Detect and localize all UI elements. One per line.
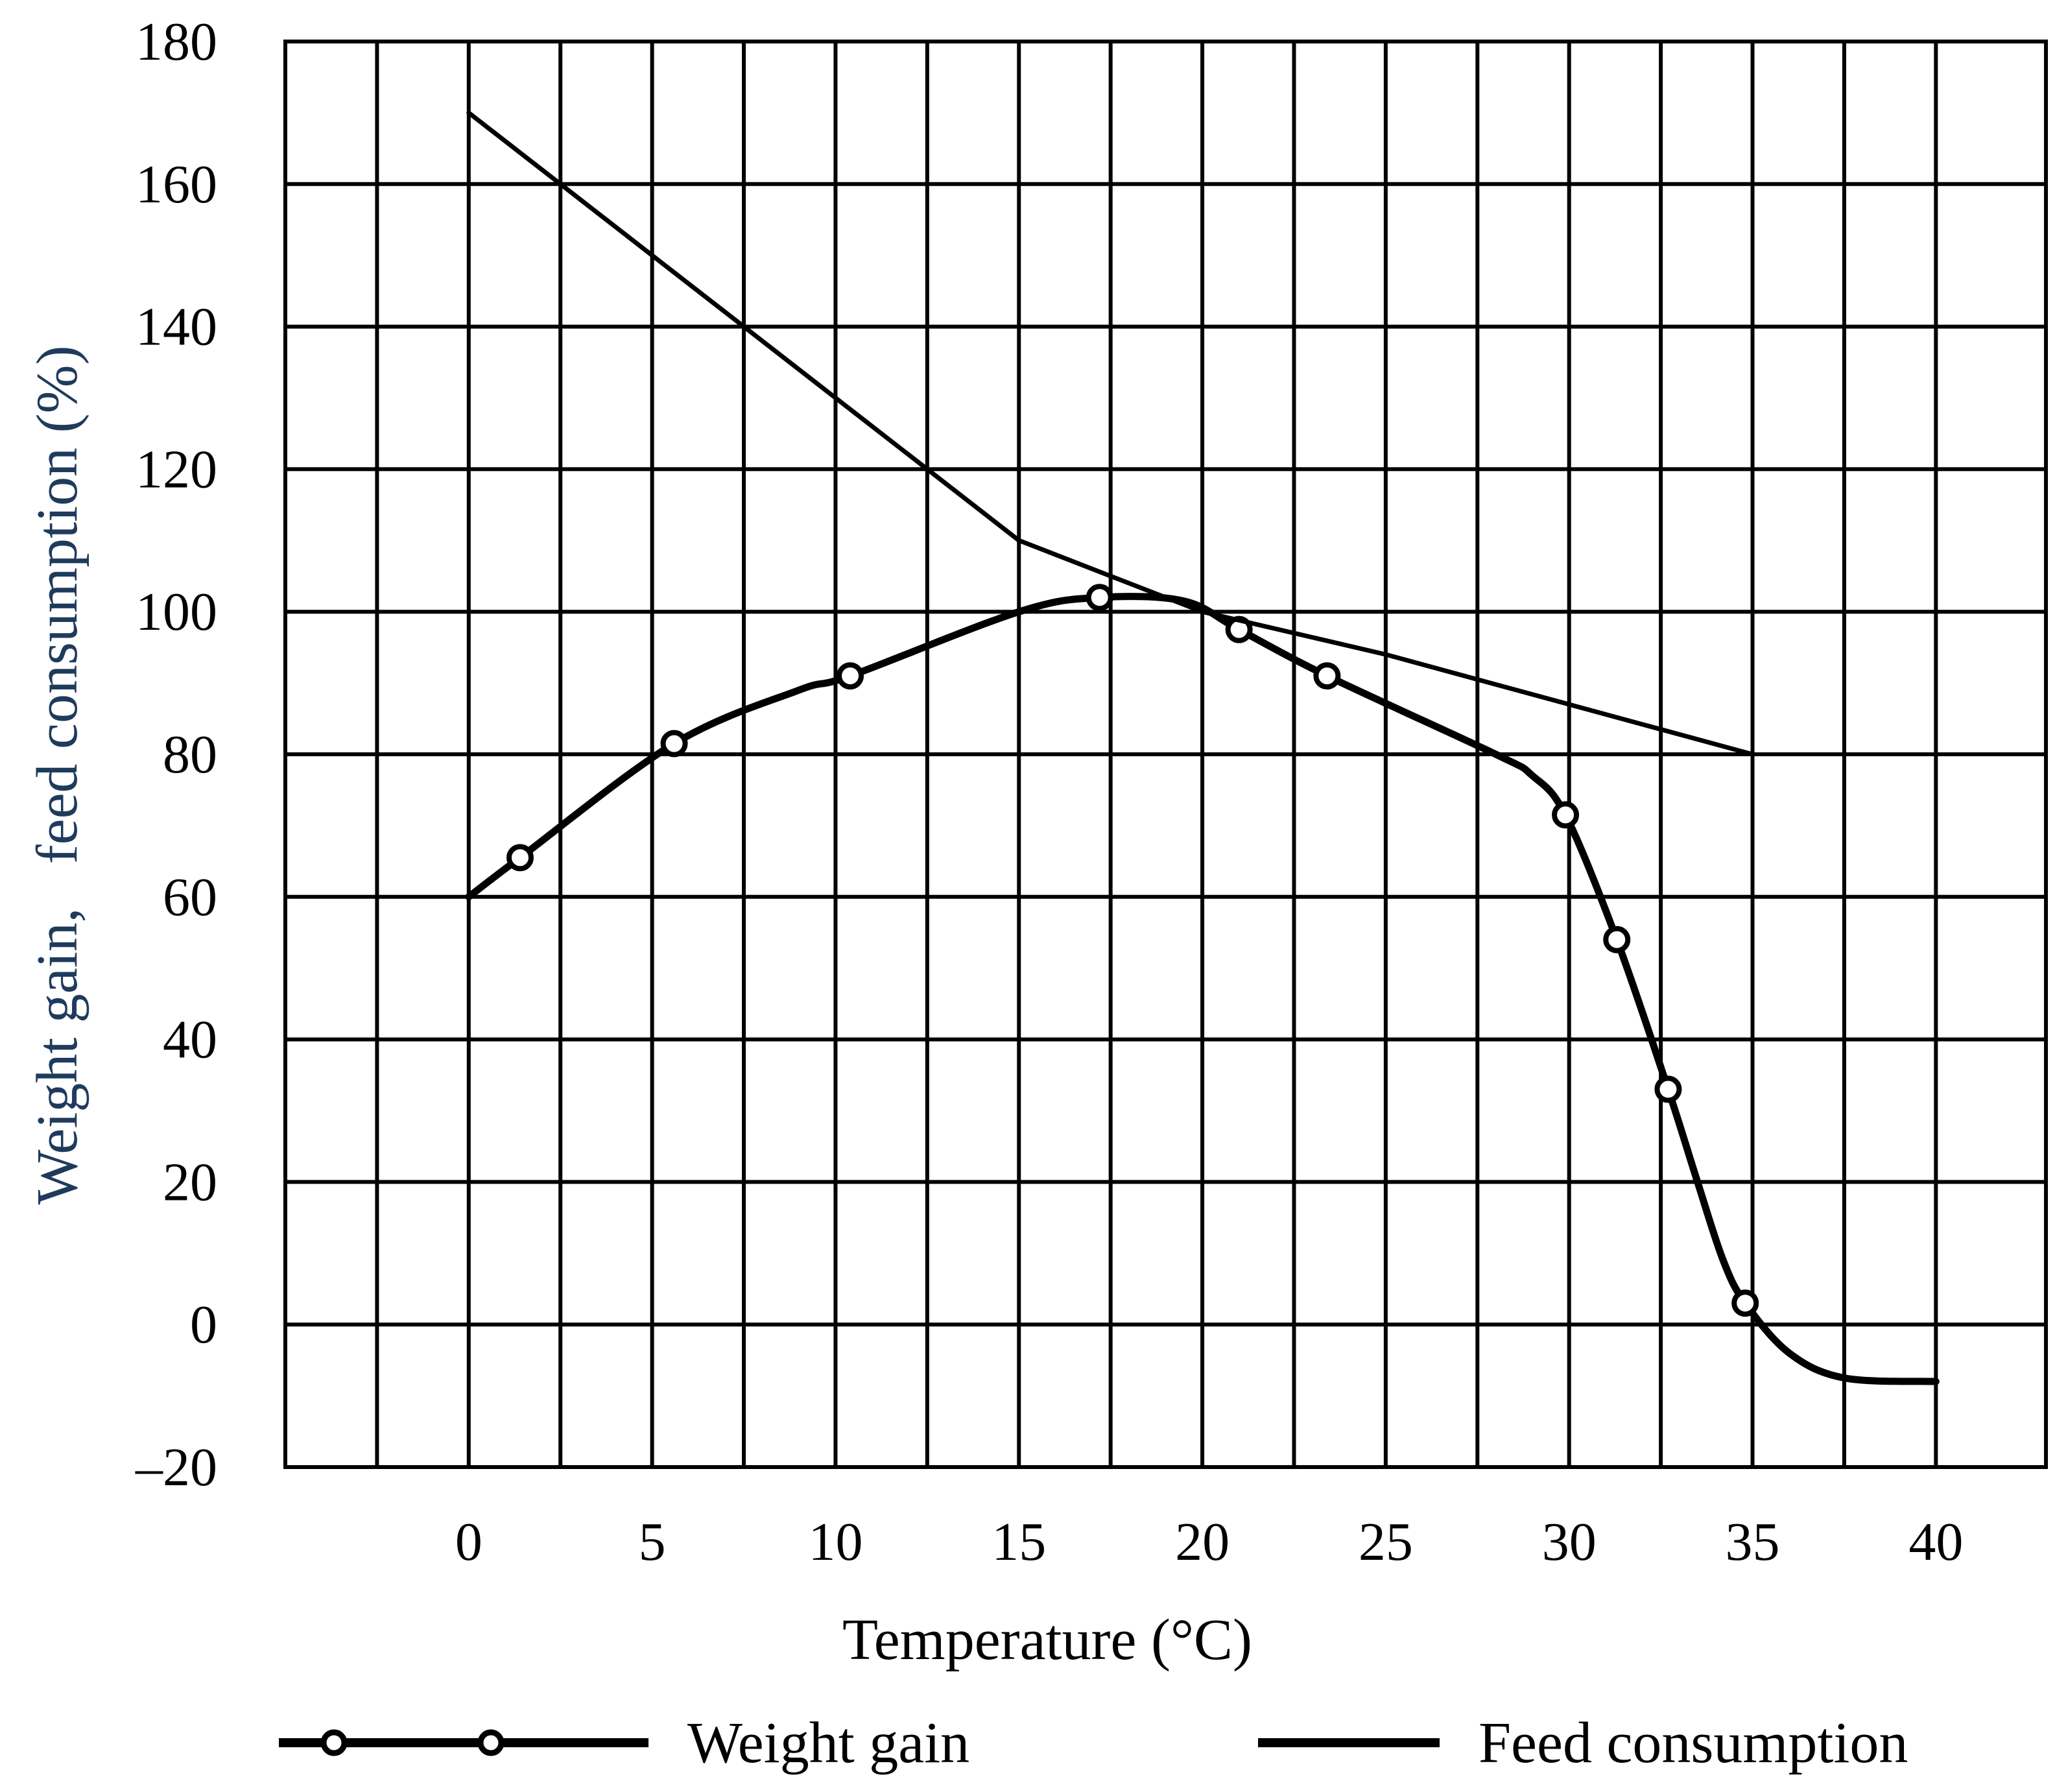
- x-tick-label: 5: [639, 1512, 666, 1572]
- y-tick-label: 0: [190, 1295, 217, 1355]
- series-weight-gain-point: [1603, 926, 1631, 953]
- legend-feed-consumption-label: Feed consumption: [1479, 1711, 1908, 1775]
- series-weight-gain-point: [1552, 801, 1580, 829]
- series-weight-gain-point: [1654, 1075, 1682, 1103]
- y-tick-label: 160: [136, 154, 217, 215]
- x-tick-label: 15: [992, 1512, 1046, 1572]
- y-tick-label: 80: [163, 724, 217, 785]
- y-tick-label: 140: [136, 297, 217, 357]
- series-weight-gain-point: [1313, 662, 1341, 690]
- x-tick-label: 25: [1359, 1512, 1413, 1572]
- x-tick-label: 30: [1542, 1512, 1597, 1572]
- x-tick-label: 20: [1175, 1512, 1230, 1572]
- y-tick-label: 40: [163, 1010, 217, 1070]
- y-tick-label: 180: [136, 12, 217, 72]
- series-weight-gain-point: [1731, 1289, 1759, 1317]
- x-tick-labels: 0 5 10 15 20 25 30 35 40: [455, 1512, 1964, 1572]
- y-tick-label: 100: [136, 582, 217, 642]
- x-tick-label: 35: [1726, 1512, 1780, 1572]
- y-tick-label: 60: [163, 867, 217, 927]
- y-tick-label: –20: [135, 1437, 217, 1498]
- series-weight-gain-point: [660, 730, 688, 758]
- grid: [285, 42, 2046, 1467]
- series-weight-gain-point: [506, 844, 534, 872]
- x-tick-label: 0: [455, 1512, 482, 1572]
- legend: Weight gain Feed consumption: [279, 1711, 1908, 1775]
- y-tick-labels: 180 160 140 120 100 80 60 40 20 0 –20: [135, 12, 217, 1498]
- plot-frame: [283, 40, 2048, 1469]
- legend-weight-gain-marker: [320, 1729, 348, 1756]
- x-tick-label: 40: [1908, 1512, 1963, 1572]
- series-feed-consumption-line: [466, 110, 1755, 757]
- series-layer: [465, 110, 1940, 1385]
- series-weight-gain-point: [837, 662, 864, 690]
- legend-weight-gain-label: Weight gain: [687, 1711, 969, 1775]
- x-tick-label: 10: [808, 1512, 862, 1572]
- y-axis-title-text: Weight gain, feed consumption (%): [25, 346, 89, 1205]
- y-tick-label: 20: [163, 1152, 217, 1212]
- y-tick-label: 120: [136, 439, 217, 499]
- series-weight-gain-point: [1086, 584, 1113, 612]
- x-axis-title: Temperature (°C): [842, 1608, 1252, 1672]
- legend-weight-gain-marker: [477, 1729, 505, 1756]
- series-weight-gain-line: [465, 593, 1940, 1385]
- y-axis-title: Weight gain, feed consumption (%): [25, 346, 89, 1205]
